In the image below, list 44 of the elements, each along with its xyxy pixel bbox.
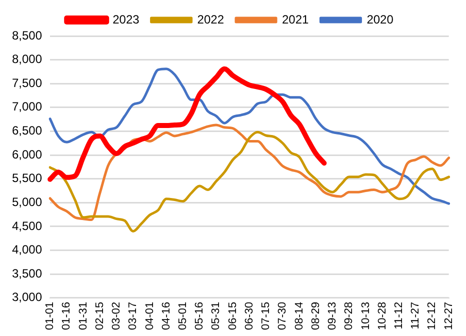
y-tick-label: 3,500 <box>12 266 42 280</box>
x-tick-label: 11-27 <box>410 302 422 330</box>
x-tick-label: 04-01 <box>144 302 156 330</box>
line-series <box>48 124 450 222</box>
legend-label: 2020 <box>366 12 394 26</box>
x-tick-label: 10-28 <box>376 302 388 330</box>
x-tick-label: 03-17 <box>127 302 140 330</box>
y-tick-label: 4,000 <box>12 242 42 257</box>
x-tick-label: 02-15 <box>94 302 106 330</box>
x-tick-label: 06-30 <box>243 302 256 330</box>
x-tick-label: 01-01 <box>44 302 56 330</box>
y-tick-label: 7,000 <box>12 100 42 114</box>
x-tick-label: 09-13 <box>326 302 339 330</box>
y-tick-label: 7,500 <box>12 76 42 90</box>
legend-label: 2023 <box>112 12 140 26</box>
x-tick-label: 05-31 <box>210 302 222 330</box>
x-tick-label: 12-12 <box>426 302 438 330</box>
x-tick-label: 10-13 <box>360 302 372 330</box>
x-tick-label: 07-30 <box>276 302 289 330</box>
x-tick-label: 12-27 <box>442 302 455 330</box>
y-tick-label: 5,000 <box>12 194 42 209</box>
x-tick-label: 08-14 <box>293 302 306 330</box>
y-tick-label: 5,500 <box>12 171 42 186</box>
x-tick-label: 05-16 <box>194 302 206 330</box>
x-tick-label: 11-12 <box>392 302 405 330</box>
line-series <box>48 130 450 232</box>
y-tick-label: 8,000 <box>12 52 42 66</box>
y-tick-label: 6,500 <box>12 124 42 138</box>
x-tick-label: 01-16 <box>60 302 73 330</box>
y-tick-label: 3,000 <box>12 290 42 304</box>
x-tick-label: 04-16 <box>160 302 172 330</box>
line-series <box>48 68 450 205</box>
y-tick-label: 8,500 <box>12 28 42 42</box>
x-tick-label: 07-15 <box>260 302 272 330</box>
y-tick-label: 6,000 <box>12 147 42 162</box>
x-tick-label: 08-29 <box>310 302 322 330</box>
x-tick-label: 06-15 <box>226 302 239 330</box>
legend-label: 2021 <box>282 12 310 26</box>
legend-label: 2022 <box>197 12 224 26</box>
x-tick-label: 03-02 <box>110 302 123 330</box>
x-tick-label: 01-31 <box>77 302 90 330</box>
x-tick-label: 05-01 <box>176 302 189 330</box>
x-tick-label: 09-28 <box>343 302 356 330</box>
y-tick-label: 4,500 <box>12 218 42 233</box>
